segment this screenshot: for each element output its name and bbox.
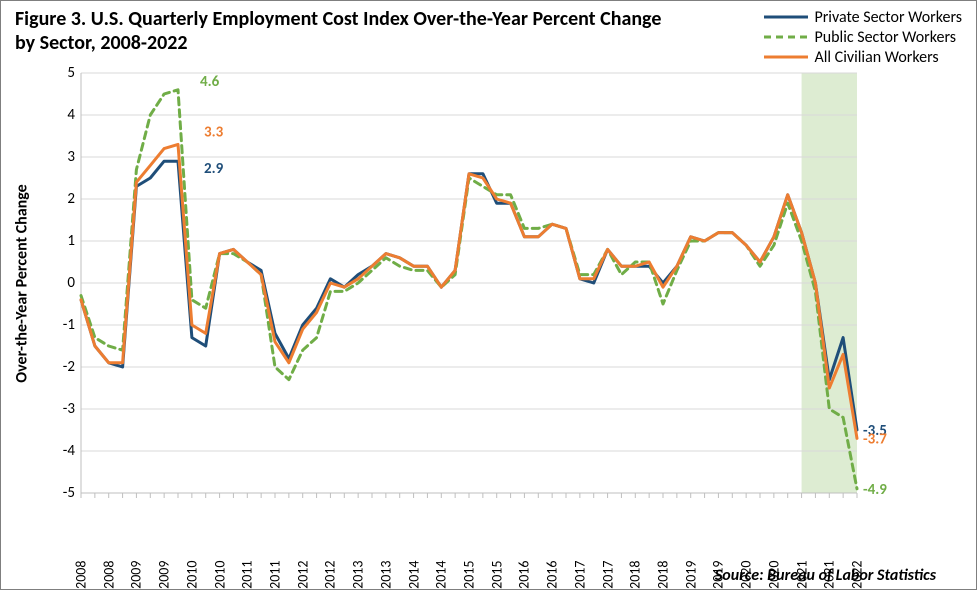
x-tick-label: Q3 2010 — [211, 561, 228, 590]
y-tick-label: 4 — [67, 106, 81, 124]
y-tick-label: 1 — [67, 232, 81, 250]
x-tick-label: Q1 2017 — [571, 561, 588, 590]
x-tick-label: Q1 2016 — [516, 561, 533, 590]
series-line — [81, 90, 857, 489]
legend-item: Public Sector Workers — [764, 27, 962, 47]
y-tick-label: 3 — [67, 148, 81, 166]
x-tick-label: Q1 2010 — [183, 561, 200, 590]
end-label: -4.9 — [863, 481, 887, 499]
x-tick-label: Q3 2015 — [488, 561, 505, 590]
legend-label: All Civilian Workers — [814, 48, 938, 67]
series-line — [81, 161, 857, 430]
x-tick-label: Q1 2014 — [405, 561, 422, 590]
series-line — [81, 144, 857, 438]
x-tick-label: Q3 2017 — [599, 561, 616, 590]
legend: Private Sector WorkersPublic Sector Work… — [764, 7, 962, 67]
y-tick-label: -4 — [63, 442, 81, 460]
x-tick-label: Q3 2008 — [100, 561, 117, 590]
x-tick-labels: Q1 2008Q3 2008Q1 2009Q3 2009Q1 2010Q3 20… — [81, 499, 905, 569]
x-tick-label: Q1 2008 — [73, 561, 90, 590]
y-tick-label: 2 — [67, 190, 81, 208]
x-tick-label: Q1 2011 — [239, 561, 256, 590]
x-tick-label: Q3 2012 — [322, 561, 339, 590]
value-annotation: 2.9 — [204, 160, 224, 178]
x-tick-label: Q3 2009 — [156, 561, 173, 590]
x-tick-label: Q1 2012 — [294, 561, 311, 590]
y-tick-label: -1 — [63, 316, 81, 334]
y-tick-label: 5 — [67, 64, 81, 82]
x-tick-label: Q3 2013 — [377, 561, 394, 590]
x-tick-label: Q1 2013 — [350, 561, 367, 590]
x-tick-label: Q3 2016 — [544, 561, 561, 590]
end-label: -3.7 — [863, 430, 887, 448]
x-tick-label: Q3 2011 — [267, 561, 284, 590]
chart-title: Figure 3. U.S. Quarterly Employment Cost… — [15, 7, 661, 55]
y-axis-label: Over-the-Year Percent Change — [11, 73, 33, 493]
y-tick-label: -5 — [63, 484, 81, 502]
x-tick-label: Q1 2015 — [461, 561, 478, 590]
y-tick-label: -3 — [63, 400, 81, 418]
x-tick-label: Q3 2014 — [433, 561, 450, 590]
chart-frame: Figure 3. U.S. Quarterly Employment Cost… — [0, 0, 977, 590]
legend-item: Private Sector Workers — [764, 7, 962, 27]
x-tick-label: Q3 2018 — [655, 561, 672, 590]
x-tick-label: Q1 2009 — [128, 561, 145, 590]
legend-label: Public Sector Workers — [814, 28, 956, 47]
value-annotation: 4.6 — [200, 73, 220, 91]
value-annotation: 3.3 — [204, 123, 224, 141]
x-tick-label: Q1 2019 — [682, 561, 699, 590]
x-tick-label: Q1 2018 — [627, 561, 644, 590]
plot-area: 2.93.34.6-3.5-3.7-4.9 -5-4-3-2-1012345 — [81, 73, 905, 493]
source-caption: Source: Bureau of Labor Statistics — [715, 566, 936, 585]
legend-item: All Civilian Workers — [764, 47, 962, 67]
y-tick-label: 0 — [67, 274, 81, 292]
y-tick-label: -2 — [63, 358, 81, 376]
legend-label: Private Sector Workers — [814, 8, 962, 27]
